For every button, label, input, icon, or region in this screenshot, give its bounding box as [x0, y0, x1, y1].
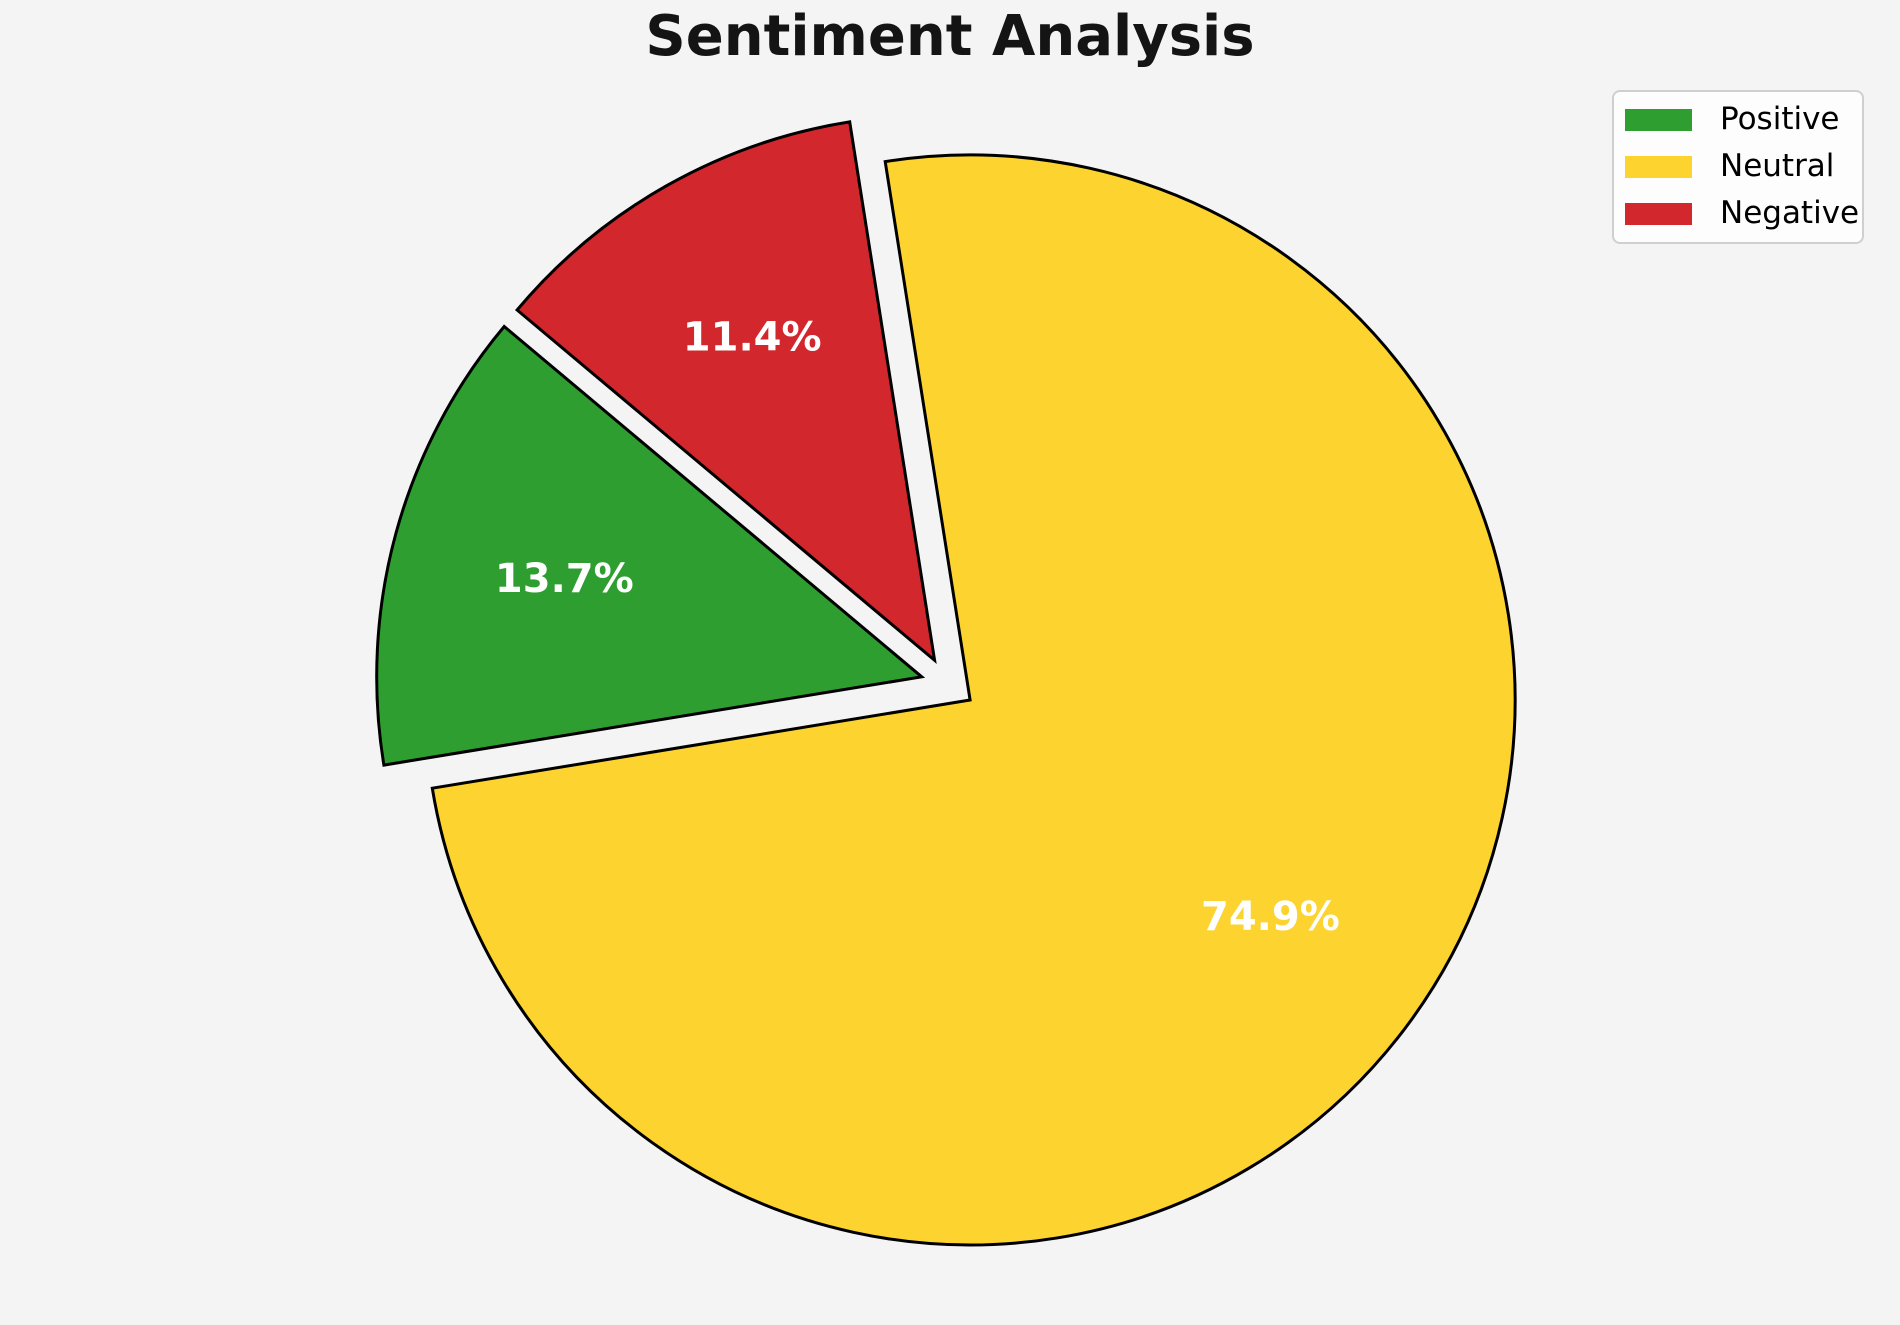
legend-item-positive: Positive: [1625, 101, 1846, 138]
legend-item-neutral: Neutral: [1625, 148, 1846, 185]
legend-swatch-neutral: [1625, 155, 1692, 178]
legend-swatch-negative: [1625, 202, 1692, 225]
legend-label-positive: Positive: [1720, 101, 1840, 137]
legend-label-negative: Negative: [1720, 195, 1860, 231]
pie-pct-label-positive: 13.7%: [495, 556, 634, 602]
chart-title: Sentiment Analysis: [645, 4, 1255, 69]
pie-slice-neutral: [430, 153, 1517, 1247]
legend-item-negative: Negative: [1625, 195, 1859, 232]
pie-pct-label-negative: 11.4%: [683, 315, 822, 361]
pie-slice-positive: [375, 324, 926, 767]
legend: Positive Neutral Negative: [1612, 90, 1864, 244]
legend-swatch-positive: [1625, 108, 1692, 131]
pie-slice-negative: [514, 120, 937, 665]
pie-pct-label-neutral: 74.9%: [1201, 894, 1340, 940]
legend-label-neutral: Neutral: [1720, 148, 1835, 184]
